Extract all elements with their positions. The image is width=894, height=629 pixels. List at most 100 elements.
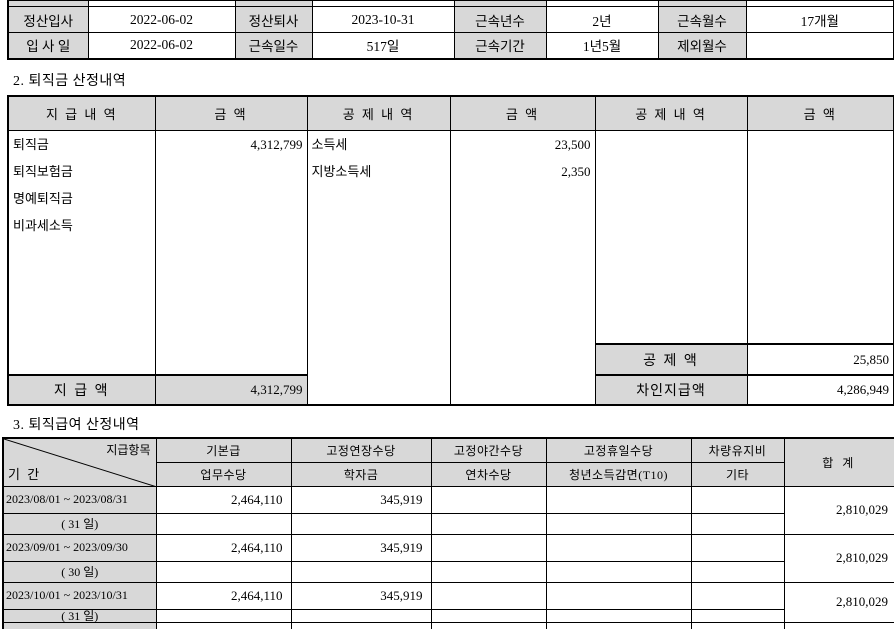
- label-excluded-months: 제외월수: [657, 32, 747, 59]
- cell-pay-items: 퇴직금 퇴직보험금 명예퇴직금 비과세소득: [7, 129, 156, 376]
- clipped-cell: [155, 621, 292, 629]
- header-fixed-overtime: 고정연장수당: [290, 437, 432, 463]
- cell-empty: [155, 512, 292, 535]
- label-settlement-leave: 정산퇴사: [234, 6, 313, 33]
- cell-empty: [746, 129, 894, 345]
- header-deduction-amount: 금 액: [449, 95, 596, 131]
- clipped-cell: [783, 621, 894, 629]
- label-service-years: 근속년수: [453, 6, 547, 33]
- value-service-days: 517일: [311, 32, 455, 59]
- cell-deduction-amounts: 23,500 2,350: [449, 129, 596, 406]
- header-base-pay: 기본급: [155, 437, 292, 463]
- cell-empty: [155, 608, 292, 623]
- value-hire-date: 2022-06-02: [87, 32, 236, 59]
- clipped-cell: [2, 621, 157, 629]
- table-row-period: 2023/09/01 ~ 2023/09/30 2,464,110 345,91…: [2, 533, 894, 583]
- cell-days: ( 31 일): [2, 608, 157, 623]
- cell-deduction-items: 소득세 지방소득세: [306, 129, 451, 406]
- label-pay-total: 지 급 액: [7, 374, 156, 406]
- value-settlement-leave-date: 2023-10-31: [311, 6, 455, 33]
- value-net-pay: 4,286,949: [746, 374, 894, 406]
- table-row-period: 2023/08/01 ~ 2023/08/31 2,464,110 345,91…: [2, 485, 894, 535]
- cell-period: 2023/10/01 ~ 2023/10/31: [2, 581, 157, 610]
- label-deduction-total: 공 제 액: [594, 343, 748, 376]
- deduction-amount: 2,350: [561, 163, 591, 179]
- header-etc: 기타: [690, 461, 785, 487]
- label-hire-date: 입 사 일: [7, 32, 89, 59]
- cell-empty: [430, 608, 547, 623]
- monthly-wage-table: 지급항목 기 간 기본급 고정연장수당 고정야간수당 고정휴일수당 차량유지비 …: [2, 437, 894, 629]
- header-pay-amount: 금 액: [154, 95, 308, 131]
- section-title-monthly: 3. 퇴직급여 산정내역: [13, 418, 140, 433]
- value-settlement-entry-date: 2022-06-02: [87, 6, 236, 33]
- header-scholarship: 학자금: [290, 461, 432, 487]
- header-total: 합 계: [783, 437, 894, 487]
- cell-empty: [545, 608, 692, 623]
- cell-days: ( 31 일): [2, 512, 157, 535]
- header-fixed-night: 고정야간수당: [430, 437, 547, 463]
- cell-empty: [690, 560, 785, 583]
- cell-empty: [290, 608, 432, 623]
- cell-empty: [545, 533, 692, 562]
- value-service-months: 17개월: [745, 6, 894, 33]
- cell-period: 2023/09/01 ~ 2023/09/30: [2, 533, 157, 562]
- pay-item: 비과세소득: [13, 217, 73, 233]
- table-header-row-2: 업무수당 학자금 연차수당 청년소득감면(T10) 기타: [3, 461, 894, 487]
- cell-row-total: 2,810,029: [783, 533, 894, 583]
- cell-row-total: 2,810,029: [783, 581, 894, 623]
- table-body-row: 퇴직금 퇴직보험금 명예퇴직금 비과세소득 4,312,799 소득세 지방소득…: [7, 129, 894, 406]
- header-deduction-items: 공 제 내 역: [306, 95, 451, 131]
- deduction-item: 지방소득세: [311, 163, 372, 179]
- header-vehicle-allowance: 차량유지비: [690, 437, 785, 463]
- table-row-days: ( 30 일): [2, 560, 894, 583]
- clipped-cell: [690, 621, 785, 629]
- pay-amount: 4,312,799: [250, 136, 303, 152]
- clipped-cell: [545, 621, 692, 629]
- section-title-severance: 2. 퇴직금 산정내역: [13, 74, 127, 89]
- cell-empty: [690, 512, 785, 535]
- cell-base-pay: 2,464,110: [155, 533, 292, 562]
- table-row-totals: 지 급 액 4,312,799 차인지급액 4,286,949: [7, 374, 894, 406]
- label-service-period: 근속기간: [453, 32, 547, 59]
- pay-item: 퇴직보험금: [13, 163, 73, 179]
- cell-empty: [290, 512, 432, 535]
- cell-empty: [690, 533, 785, 562]
- header-deduction-amount-2: 금 액: [746, 95, 894, 131]
- deduction-item: 소득세: [311, 136, 348, 152]
- diagonal-divider-line: [4, 439, 153, 485]
- cell-empty: [430, 581, 547, 610]
- value-deduction-total: 25,850: [746, 343, 894, 376]
- cell-base-pay: 2,464,110: [155, 485, 292, 514]
- cell-empty: [430, 512, 547, 535]
- cell-fixed-overtime: 345,919: [290, 485, 432, 514]
- header-period: 기 간: [8, 466, 42, 482]
- value-excluded-months: [745, 32, 894, 59]
- cell-empty: [690, 608, 785, 623]
- header-duty-allowance: 업무수당: [155, 461, 292, 487]
- table-row-days: ( 31 일): [2, 512, 894, 535]
- value-pay-total: 4,312,799: [154, 374, 308, 406]
- table-row-clipped: [2, 621, 894, 629]
- pay-item: 퇴직금: [13, 136, 49, 152]
- table-row: 입 사 일 2022-06-02 근속일수 517일 근속기간 1년5월 제외월…: [7, 32, 894, 59]
- severance-calc-table: 지 급 내 역 금 액 공 제 내 역 금 액 공 제 내 역 금 액 퇴직금 …: [7, 95, 894, 406]
- cell-empty: [290, 560, 432, 583]
- cell-pay-amounts: 4,312,799: [154, 129, 308, 376]
- pay-item: 명예퇴직금: [13, 190, 73, 206]
- clipped-cell: [290, 621, 432, 629]
- cell-empty: [430, 560, 547, 583]
- cell-empty: [545, 581, 692, 610]
- cell-empty: [690, 581, 785, 610]
- label-service-months: 근속월수: [657, 6, 747, 33]
- cell-empty: [690, 485, 785, 514]
- cell-empty: [545, 560, 692, 583]
- table-header-row: 지 급 내 역 금 액 공 제 내 역 금 액 공 제 내 역 금 액: [7, 95, 894, 131]
- cell-row-total: 2,810,029: [783, 485, 894, 535]
- header-youth-tax-reduction: 청년소득감면(T10): [545, 461, 692, 487]
- value-service-period: 1년5월: [545, 32, 659, 59]
- cell-days: ( 30 일): [2, 560, 157, 583]
- table-row-period: 2023/10/01 ~ 2023/10/31 2,464,110 345,91…: [2, 581, 894, 623]
- label-settlement-entry: 정산입사: [7, 6, 89, 33]
- cell-empty: [545, 512, 692, 535]
- cell-fixed-overtime: 345,919: [290, 581, 432, 610]
